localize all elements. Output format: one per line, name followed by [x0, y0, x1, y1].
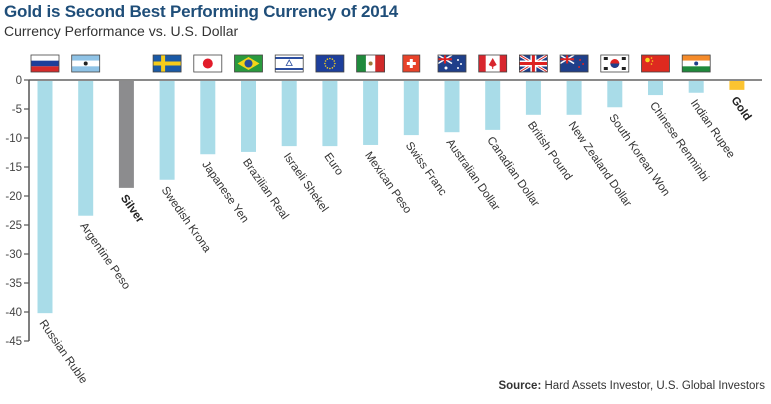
- category-label: Swedish Krona: [159, 185, 214, 256]
- y-tick-label: -25: [5, 220, 22, 232]
- bar-brazilian-real: [241, 81, 256, 152]
- category-label: Japanese Yen: [199, 159, 250, 225]
- category-label: Mexican Peso: [362, 150, 413, 216]
- flag-argentina-icon: [71, 54, 101, 73]
- flag-switzerland-icon: [402, 54, 421, 73]
- category-label: Indian Rupee: [688, 98, 737, 161]
- bar-argentine-peso: [78, 81, 94, 216]
- flag-canada-icon: [478, 54, 508, 73]
- bar-russian-ruble: [37, 81, 53, 314]
- y-tick-label: -35: [5, 278, 22, 290]
- flag-south-korea-icon: [600, 54, 630, 73]
- bar-gold: [729, 81, 745, 90]
- y-tick-label: -5: [12, 104, 22, 116]
- category-label: Silver: [118, 193, 146, 226]
- source-label: Source:: [498, 380, 542, 392]
- flag-uk-icon: [518, 53, 549, 74]
- bar-south-korean-won: [607, 81, 623, 108]
- bar-indian-rupee: [688, 81, 704, 93]
- bar-australian-dollar: [444, 81, 460, 133]
- bar-japanese-yen: [200, 81, 216, 155]
- y-tick-label: -15: [5, 162, 22, 174]
- category-label: Euro: [321, 151, 345, 178]
- y-tick-label: -40: [5, 307, 22, 319]
- bar-british-pound: [525, 81, 541, 115]
- y-axis: 0 -5 -10 -15 -20 -25 -30 -35 -40 -45: [5, 75, 762, 348]
- y-tick-label: 0: [16, 75, 22, 87]
- flag-india-icon: [681, 54, 711, 73]
- bar-israeli-shekel: [281, 81, 297, 147]
- bar-mexican-peso: [363, 81, 379, 145]
- bar-silver: [118, 81, 134, 188]
- category-label: Brazilian Real: [240, 157, 291, 222]
- y-tick-label: -20: [5, 191, 22, 203]
- flag-row: [30, 53, 711, 74]
- flag-china-icon: [641, 54, 670, 73]
- chart-subtitle: Currency Performance vs. U.S. Dollar: [4, 23, 239, 39]
- bar-new-zealand-dollar: [566, 81, 582, 115]
- flag-australia-icon: [437, 54, 467, 73]
- category-label: Argentine Peso: [77, 221, 132, 292]
- bar-euro: [322, 81, 338, 147]
- flag-mexico-icon: [356, 54, 386, 73]
- category-label: Gold: [728, 95, 753, 123]
- category-label: Swiss Franc: [403, 140, 449, 198]
- bar-swedish-krona: [159, 81, 175, 180]
- category-label: Israeli Shekel: [281, 151, 330, 214]
- flag-russia-icon: [30, 54, 60, 73]
- bar-canadian-dollar: [485, 81, 501, 130]
- category-label: Russian Ruble: [37, 318, 90, 386]
- y-tick-label: -30: [5, 249, 22, 261]
- y-tick-label: -45: [5, 336, 22, 348]
- category-label: British Pound: [525, 120, 574, 183]
- source-note: Source: Hard Assets Investor, U.S. Globa…: [498, 380, 765, 392]
- flag-israel-icon: [274, 54, 304, 73]
- flag-eu-icon: [315, 54, 345, 73]
- flag-sweden-icon: [152, 54, 182, 73]
- flag-brazil-icon: [234, 54, 263, 73]
- source-text: Hard Assets Investor, U.S. Global Invest…: [541, 380, 765, 392]
- flag-japan-icon: [193, 54, 223, 73]
- bar-swiss-franc: [403, 81, 419, 136]
- y-tick-label: -10: [5, 133, 22, 145]
- bar-chinese-renminbi: [648, 81, 663, 96]
- bars-group: [37, 81, 745, 314]
- chart-title: Gold is Second Best Performing Currency …: [4, 2, 398, 21]
- flag-new-zealand-icon: [559, 54, 589, 73]
